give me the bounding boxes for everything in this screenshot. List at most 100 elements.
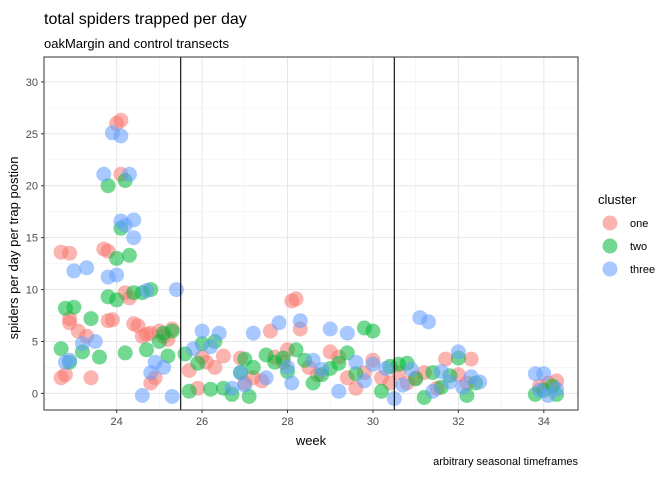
data-point xyxy=(438,351,454,367)
legend: cluster one two three xyxy=(598,192,655,277)
legend-label-one: one xyxy=(630,218,648,230)
y-tick-label: 30 xyxy=(26,77,38,89)
data-point xyxy=(215,348,231,364)
data-point xyxy=(139,342,154,358)
x-axis: 24 26 28 30 32 34 xyxy=(110,410,550,428)
data-point xyxy=(224,380,240,396)
data-point xyxy=(117,345,133,361)
data-point xyxy=(536,366,552,382)
data-point xyxy=(288,342,304,358)
data-point xyxy=(186,341,201,357)
data-point xyxy=(160,348,176,364)
panel-border xyxy=(43,56,579,411)
y-tick-label: 5 xyxy=(32,336,38,348)
data-point xyxy=(455,379,471,395)
data-point xyxy=(284,375,300,391)
data-point xyxy=(280,359,295,375)
grid-lines xyxy=(44,57,578,410)
chart-title: total spiders trapped per day xyxy=(44,11,247,28)
chart-caption: arbitrary seasonal timeframes xyxy=(433,456,578,468)
x-tick-label: 28 xyxy=(281,416,293,428)
data-point xyxy=(472,374,488,390)
data-point xyxy=(203,381,219,397)
data-point xyxy=(348,354,364,370)
data-point xyxy=(211,325,227,341)
data-point xyxy=(168,282,184,298)
data-point xyxy=(113,112,129,128)
series-three xyxy=(57,125,565,407)
data-point xyxy=(83,311,99,327)
data-point xyxy=(53,341,69,357)
data-point xyxy=(365,356,381,372)
data-point xyxy=(62,352,78,368)
data-point xyxy=(288,291,304,307)
data-point xyxy=(245,325,261,341)
data-point xyxy=(203,339,219,355)
data-point xyxy=(109,250,125,266)
data-point xyxy=(79,260,95,276)
data-point xyxy=(194,323,210,339)
data-point xyxy=(463,351,479,367)
data-point xyxy=(156,359,172,375)
data-point xyxy=(241,389,257,404)
data-point xyxy=(258,370,274,386)
y-axis-title: spiders per day per trap postion xyxy=(6,157,21,340)
data-point xyxy=(433,364,449,380)
data-point xyxy=(442,374,458,390)
x-tick-label: 34 xyxy=(538,416,550,428)
data-point xyxy=(245,359,261,375)
data-point xyxy=(403,362,419,377)
data-point xyxy=(164,323,180,339)
data-point xyxy=(339,325,355,341)
legend-key-three xyxy=(602,261,618,277)
data-point xyxy=(549,381,565,397)
data-point xyxy=(109,267,125,283)
legend-key-one xyxy=(602,215,618,231)
data-point xyxy=(83,370,99,386)
data-point xyxy=(395,377,411,393)
legend-label-two: two xyxy=(630,241,647,253)
data-point xyxy=(181,383,197,399)
data-point xyxy=(374,383,389,399)
data-point xyxy=(113,128,129,144)
data-point xyxy=(66,263,82,279)
data-point xyxy=(66,299,82,315)
y-tick-label: 10 xyxy=(26,285,38,297)
data-point xyxy=(57,367,73,383)
data-point xyxy=(237,377,253,393)
data-point xyxy=(134,388,150,403)
data-point xyxy=(356,373,372,389)
data-point xyxy=(87,334,103,349)
x-tick-label: 30 xyxy=(367,416,379,428)
data-point xyxy=(126,230,142,246)
data-point xyxy=(92,349,107,365)
data-point xyxy=(365,323,381,339)
x-tick-label: 26 xyxy=(196,416,208,428)
y-tick-label: 0 xyxy=(32,388,38,400)
y-axis: 0 5 10 15 20 25 30 xyxy=(26,77,44,400)
data-point xyxy=(109,292,125,308)
data-point xyxy=(314,362,330,377)
data-point xyxy=(450,344,466,360)
legend-title: cluster xyxy=(598,192,637,207)
x-axis-title: week xyxy=(295,433,327,448)
legend-key-two xyxy=(602,238,618,254)
data-point xyxy=(271,315,287,331)
data-point xyxy=(104,312,120,328)
data-point xyxy=(96,166,112,182)
data-point xyxy=(292,313,308,329)
legend-label-three: three xyxy=(630,264,655,276)
chart-subtitle: oakMargin and control transects xyxy=(44,36,229,51)
data-point xyxy=(233,365,248,381)
data-point xyxy=(331,383,347,399)
x-tick-label: 32 xyxy=(452,416,464,428)
data-point xyxy=(126,212,142,228)
data-point xyxy=(121,166,137,182)
y-tick-label: 15 xyxy=(26,233,38,245)
x-tick-label: 24 xyxy=(110,416,122,428)
data-points xyxy=(53,112,565,407)
data-point xyxy=(421,314,436,330)
data-point xyxy=(100,178,116,194)
data-point xyxy=(207,359,223,375)
data-point xyxy=(425,383,441,399)
